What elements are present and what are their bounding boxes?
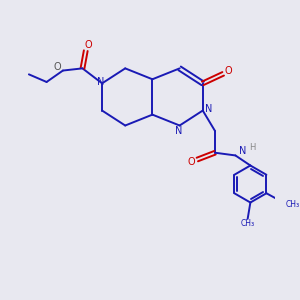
Text: CH₃: CH₃ xyxy=(241,219,255,228)
Text: O: O xyxy=(188,157,195,167)
Text: N: N xyxy=(176,126,183,136)
Text: N: N xyxy=(238,146,246,156)
Text: H: H xyxy=(249,143,256,152)
Text: N: N xyxy=(97,77,104,87)
Text: CH₃: CH₃ xyxy=(285,200,300,209)
Text: N: N xyxy=(205,104,212,114)
Text: O: O xyxy=(54,62,61,72)
Text: O: O xyxy=(84,40,92,50)
Text: O: O xyxy=(225,66,232,76)
